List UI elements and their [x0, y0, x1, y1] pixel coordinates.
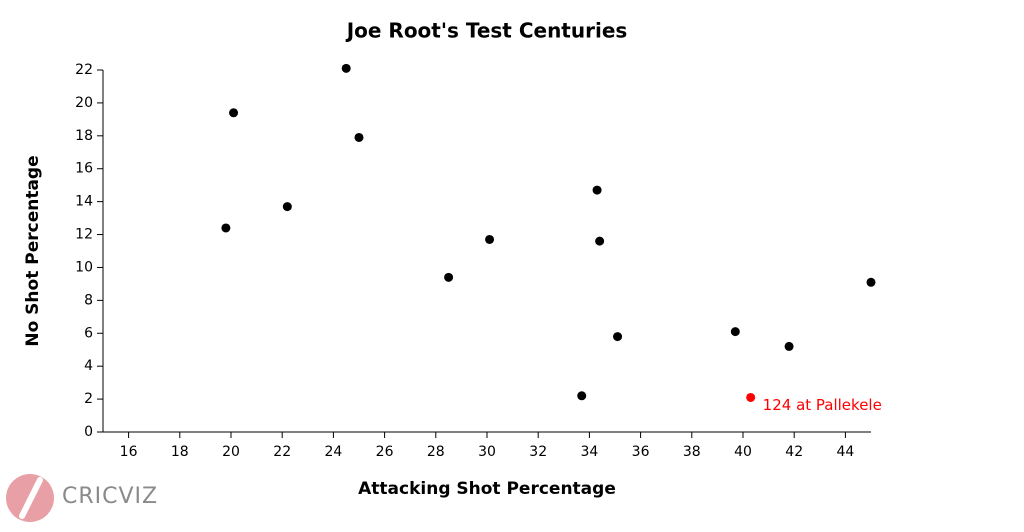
y-tick-label: 14 — [75, 194, 93, 210]
point — [221, 223, 231, 233]
point — [577, 391, 587, 401]
point — [595, 236, 605, 246]
x-tick-label: 40 — [734, 444, 752, 460]
y-tick-label: 12 — [75, 227, 93, 243]
point — [282, 202, 292, 212]
y-tick-label: 18 — [75, 128, 93, 144]
y-tick-label: 8 — [84, 292, 93, 308]
y-tick-label: 20 — [75, 95, 93, 111]
point — [613, 332, 623, 342]
x-tick-label: 16 — [120, 444, 138, 460]
x-axis-label: Attacking Shot Percentage — [358, 479, 616, 499]
point — [229, 108, 239, 118]
point — [866, 277, 876, 287]
x-tick-label: 20 — [222, 444, 240, 460]
x-tick-label: 38 — [683, 444, 701, 460]
y-tick-label: 22 — [75, 62, 93, 78]
y-axis-label: No Shot Percentage — [23, 155, 43, 346]
x-tick-label: 18 — [171, 444, 189, 460]
logo-icon — [6, 474, 54, 522]
point — [485, 234, 495, 244]
y-tick-label: 4 — [84, 358, 93, 374]
point — [444, 272, 454, 282]
annotation: 124 at Pallekele — [763, 396, 882, 414]
point — [730, 327, 740, 337]
x-tick-label: 26 — [376, 444, 394, 460]
x-tick-label: 24 — [324, 444, 342, 460]
highlight-point — [746, 392, 756, 402]
point — [592, 185, 602, 195]
point — [341, 63, 351, 73]
chart-title: Joe Root's Test Centuries — [345, 19, 628, 43]
y-tick-label: 6 — [84, 325, 93, 341]
x-tick-label: 30 — [478, 444, 496, 460]
point — [354, 132, 364, 142]
y-tick-label: 0 — [84, 424, 93, 440]
y-tick-label: 16 — [75, 161, 93, 177]
x-tick-label: 22 — [273, 444, 291, 460]
point — [784, 341, 794, 351]
y-tick-label: 10 — [75, 259, 93, 275]
y-tick-label: 2 — [84, 391, 93, 407]
x-tick-label: 34 — [580, 444, 598, 460]
x-tick-label: 42 — [785, 444, 803, 460]
x-tick-label: 28 — [427, 444, 445, 460]
x-tick-label: 32 — [529, 444, 547, 460]
logo-text: CRICVIZ — [62, 484, 158, 509]
x-tick-label: 44 — [836, 444, 854, 460]
x-tick-label: 36 — [632, 444, 650, 460]
